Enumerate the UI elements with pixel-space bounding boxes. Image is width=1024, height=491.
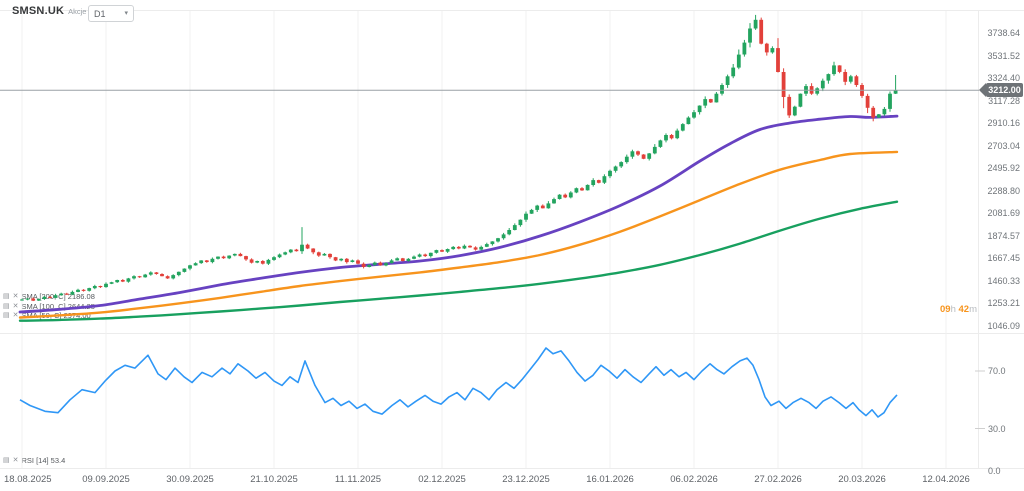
countdown-minutes-unit: m xyxy=(969,304,977,315)
settings-icon[interactable]: ▤ xyxy=(3,457,10,465)
symbol-name: SMSN.UK xyxy=(12,5,65,17)
price-axis-label: 3531.52 xyxy=(987,50,1020,61)
settings-icon[interactable]: ▤ xyxy=(3,302,10,310)
settings-icon[interactable]: ▤ xyxy=(3,312,10,320)
rsi-axis-label: 70.0 xyxy=(988,366,1006,376)
date-axis-label: 23.12.2025 xyxy=(502,474,550,485)
legend-label: SMA [200, C] 2186.08 xyxy=(21,292,95,302)
rsi-line xyxy=(19,347,985,429)
rsi-axis-label: 30.0 xyxy=(988,423,1006,434)
date-axis-label: 27.02.2026 xyxy=(754,474,802,485)
rsi-axis-label: 0.0 xyxy=(988,466,1001,476)
date-axis-label: 12.04.2026 xyxy=(922,474,970,485)
date-axis-label: 18.08.2025 xyxy=(4,474,52,485)
price-axis-label: 1460.33 xyxy=(987,275,1020,286)
price-axis-label: 2081.69 xyxy=(987,208,1020,218)
date-axis-label: 16.01.2026 xyxy=(586,474,634,485)
date-axis-label: 02.12.2025 xyxy=(418,474,466,485)
date-axis-divider xyxy=(0,468,1024,469)
legend-row: ▤ ✕ SMA [200, C] 2186.08 xyxy=(3,292,95,302)
symbol-selector[interactable]: SMSN.UK Akcje ▾ xyxy=(12,5,94,17)
legend-row: ▤ ✕ RSI [14] 53.4 xyxy=(3,456,65,466)
session-countdown: 09h 42m xyxy=(940,304,977,315)
price-axis-label: 3117.28 xyxy=(988,95,1020,106)
legend-label: SMA [100, C] 2644.25 xyxy=(21,301,95,311)
price-axis-label: 3738.64 xyxy=(987,28,1020,38)
price-axis-label: 2288.80 xyxy=(987,185,1020,196)
price-axis-label: 1046.09 xyxy=(987,320,1020,331)
timeframe-value: D1 xyxy=(94,8,106,19)
date-axis-label: 06.02.2026 xyxy=(670,474,718,485)
date-axis-label: 21.10.2025 xyxy=(250,474,298,485)
price-axis-label: 2910.16 xyxy=(987,118,1020,128)
countdown-hours-unit: h xyxy=(950,304,956,315)
overlay-sma-200 xyxy=(18,200,899,322)
close-icon[interactable]: ✕ xyxy=(12,302,19,310)
close-icon[interactable]: ✕ xyxy=(12,312,19,320)
grid-layer xyxy=(21,11,947,468)
close-icon[interactable]: ✕ xyxy=(12,457,19,465)
price-axis-divider xyxy=(978,11,979,468)
legend-row: ▤ ✕ SMA [100, C] 2644.25 xyxy=(3,302,95,312)
header-divider xyxy=(0,10,1024,11)
countdown-minutes: 42 xyxy=(958,304,970,315)
date-axis-label: 11.11.2025 xyxy=(334,474,382,485)
date-axis-label: 09.09.2025 xyxy=(82,474,130,485)
legend-label: RSI [14] 53.4 xyxy=(21,456,66,466)
date-axis-label: 20.03.2026 xyxy=(838,474,886,485)
rsi-legend: ▤ ✕ RSI [14] 53.4 xyxy=(3,456,65,466)
pane-divider xyxy=(0,333,1024,334)
date-axis-label: 30.09.2025 xyxy=(166,474,214,485)
price-axis-label: 1253.21 xyxy=(987,298,1020,308)
chevron-down-icon: ▾ xyxy=(124,10,128,17)
price-axis-label: 2703.04 xyxy=(987,140,1020,151)
settings-icon[interactable]: ▤ xyxy=(3,293,10,301)
instrument-type-label: Akcje xyxy=(68,7,87,16)
candles-layer xyxy=(20,14,898,302)
timeframe-dropdown[interactable]: D1 ▾ xyxy=(88,5,134,22)
price-axis-label: 3324.40 xyxy=(987,73,1020,83)
countdown-hours: 09 xyxy=(939,304,951,315)
overlay-sma-100 xyxy=(18,150,899,319)
close-icon[interactable]: ✕ xyxy=(12,293,19,301)
current-price-value: 3212.00 xyxy=(988,85,1021,95)
price-axis-label: 1874.57 xyxy=(987,230,1020,241)
overlay-sma-50 xyxy=(18,114,899,314)
current-price-badge: 3212.00 xyxy=(979,83,1023,97)
price-axis-label: 2495.92 xyxy=(987,163,1020,173)
chart-header: SMSN.UK Akcje ▾ D1 ▾ xyxy=(0,0,1024,24)
price-axis-label: 1667.45 xyxy=(987,253,1020,263)
